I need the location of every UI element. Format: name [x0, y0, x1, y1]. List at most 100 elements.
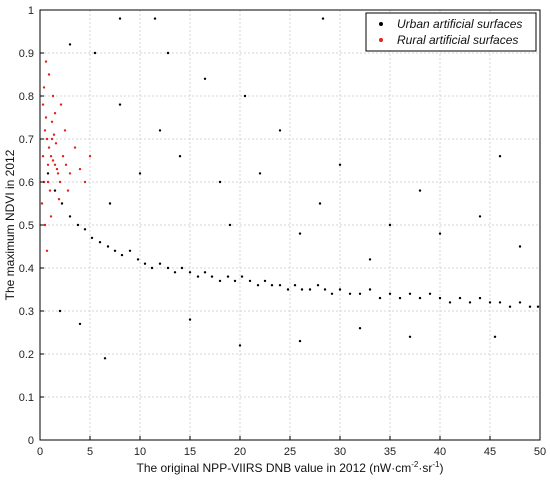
urban-point — [270, 284, 274, 287]
urban-point — [293, 284, 297, 287]
urban-point — [76, 223, 80, 227]
urban-point — [166, 51, 170, 55]
urban-point — [243, 94, 247, 98]
urban-point — [228, 223, 232, 227]
urban-point — [318, 202, 322, 205]
urban-point — [536, 305, 540, 308]
x-tick-label: 25 — [284, 446, 296, 458]
y-tick-label: 0.6 — [19, 177, 34, 189]
urban-point — [493, 335, 497, 338]
urban-point — [498, 155, 502, 158]
urban-point — [238, 344, 242, 347]
x-axis-title: The original NPP-VIIRS DNB value in 2012… — [136, 460, 443, 475]
rural-point — [50, 120, 54, 124]
rural-point — [45, 249, 49, 252]
urban-point — [323, 288, 327, 291]
rural-point — [46, 163, 50, 166]
urban-point — [348, 292, 352, 295]
urban-point — [218, 279, 222, 283]
rural-point — [41, 103, 45, 106]
urban-point — [478, 215, 482, 218]
x-tick-label: 5 — [87, 446, 93, 458]
urban-point — [528, 305, 532, 308]
rural-point — [63, 129, 67, 132]
x-axis-title-mid: ·sr — [418, 461, 432, 475]
urban-point — [338, 288, 342, 291]
legend-box — [365, 12, 537, 52]
rural-point — [49, 215, 53, 218]
urban-point — [90, 236, 94, 240]
urban-point — [196, 275, 200, 278]
urban-series — [46, 17, 540, 360]
rural-point — [59, 103, 63, 106]
rural-point — [51, 159, 55, 162]
y-tick-label: 0.1 — [19, 392, 34, 404]
urban-point — [388, 292, 392, 295]
y-tick-label: 0.5 — [19, 220, 34, 232]
urban-point — [321, 17, 325, 20]
y-tick-label: 1 — [28, 5, 34, 17]
urban-point — [358, 327, 362, 330]
urban-point — [106, 245, 110, 248]
urban-point — [286, 288, 290, 291]
urban-point — [298, 232, 302, 235]
rural-point — [88, 155, 92, 158]
urban-point — [178, 155, 182, 158]
urban-point — [498, 301, 502, 304]
urban-point — [330, 292, 334, 295]
rural-point — [83, 180, 87, 184]
x-tick-label: 45 — [484, 446, 496, 458]
rural-point — [47, 146, 51, 149]
urban-point — [188, 318, 192, 321]
urban-point — [78, 322, 82, 326]
legend-label-rural: Rural artificial surfaces — [397, 33, 518, 47]
rural-point — [50, 137, 54, 141]
urban-point — [368, 288, 372, 291]
rural-point — [68, 172, 72, 175]
x-tick-label: 50 — [534, 446, 546, 458]
urban-point — [98, 241, 102, 244]
urban-point — [166, 266, 170, 270]
urban-point — [143, 262, 147, 265]
rural-point — [53, 112, 57, 115]
rural-point — [44, 60, 48, 63]
y-tick-label: 0.3 — [19, 306, 34, 318]
y-axis-title: The maximum NDVI in 2012 — [3, 149, 17, 300]
urban-point — [258, 172, 262, 175]
urban-point — [136, 258, 140, 261]
rural-point — [61, 155, 65, 158]
y-tick-label: 0.9 — [19, 48, 34, 60]
urban-point — [278, 284, 282, 287]
urban-point — [60, 202, 64, 205]
urban-point — [263, 279, 267, 283]
x-tick-label: 40 — [434, 446, 446, 458]
rural-point — [58, 180, 62, 184]
x-tick-label: 35 — [384, 446, 396, 458]
urban-point — [418, 296, 422, 300]
legend: Urban artificial surfaces Rural artifici… — [365, 12, 537, 52]
urban-point — [93, 51, 97, 55]
rural-point — [52, 133, 56, 136]
rural-series — [40, 60, 92, 252]
rural-point — [44, 116, 48, 119]
urban-point — [150, 266, 154, 270]
urban-point — [508, 305, 512, 308]
rural-point — [46, 180, 50, 184]
urban-point — [120, 253, 124, 257]
rural-point — [42, 86, 46, 89]
urban-point — [58, 309, 62, 313]
rural-point — [47, 73, 51, 76]
urban-point — [256, 284, 260, 287]
urban-point — [448, 301, 452, 304]
urban-point — [248, 279, 252, 283]
urban-point — [118, 17, 122, 20]
x-tick-label: 20 — [234, 446, 246, 458]
urban-point — [53, 189, 57, 192]
y-tick-label: 0.7 — [19, 134, 34, 146]
urban-point — [158, 129, 162, 132]
urban-point — [438, 296, 442, 300]
x-axis-title-sup1: -2 — [411, 460, 419, 469]
urban-point — [338, 163, 342, 166]
urban-point — [408, 335, 412, 338]
urban-point — [478, 296, 482, 300]
